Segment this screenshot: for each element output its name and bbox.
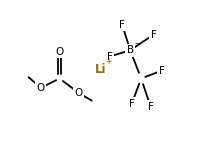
Text: F: F <box>158 66 164 76</box>
Text: O: O <box>74 88 82 98</box>
Text: F: F <box>150 30 156 40</box>
Text: −: − <box>133 41 139 46</box>
Text: F: F <box>147 102 153 112</box>
Text: F: F <box>106 51 112 62</box>
Text: O: O <box>36 83 45 93</box>
Text: Li: Li <box>94 63 106 76</box>
Text: +: + <box>105 57 111 66</box>
Text: F: F <box>119 20 125 30</box>
Text: B: B <box>126 45 133 55</box>
Text: O: O <box>55 47 63 57</box>
Text: F: F <box>128 99 134 109</box>
